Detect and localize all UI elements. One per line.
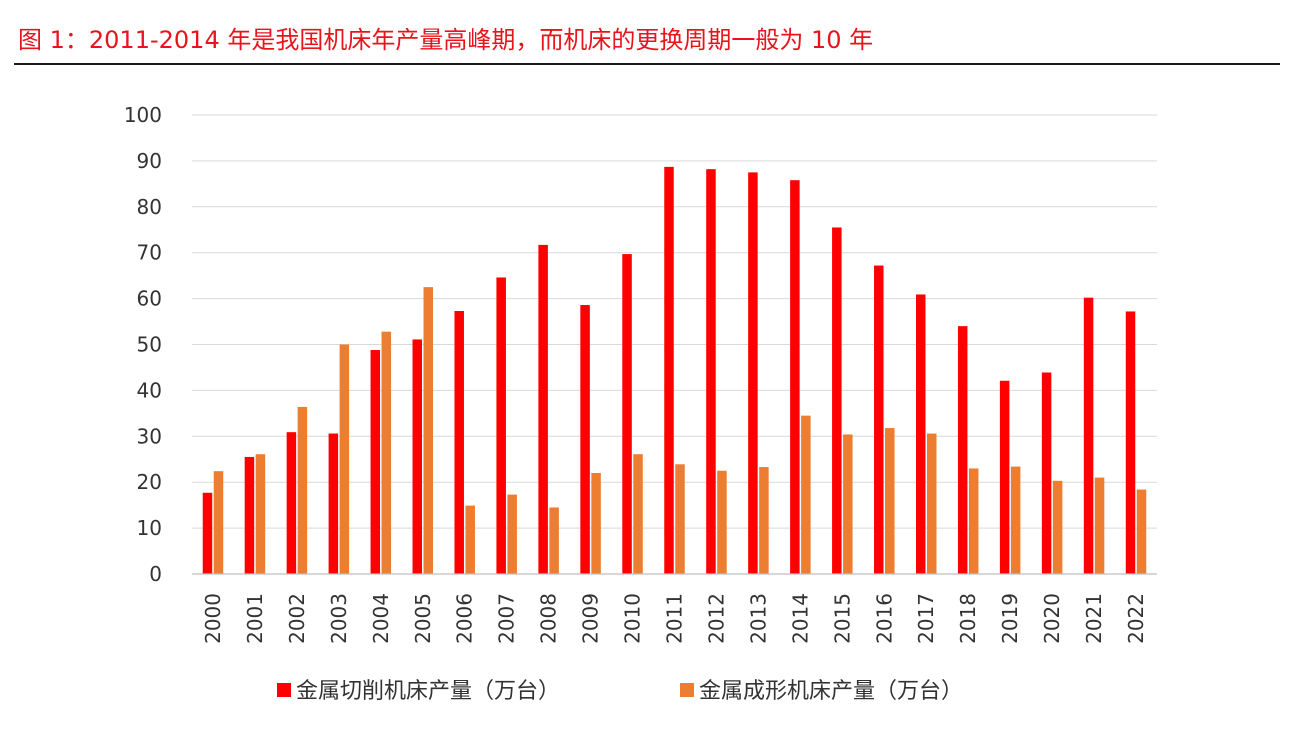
bar-forming-2002	[297, 406, 308, 574]
y-tick-label: 20	[137, 470, 162, 494]
y-tick-label: 30	[137, 424, 162, 448]
x-axis-ticks: 2000 2001 2002 2003 2004 2005 2006 2007 2008 2009…	[201, 593, 1148, 644]
legend-label-forming: 金属成形机床产量（万台）	[699, 679, 963, 704]
x-tick-label: 2020	[1040, 593, 1064, 644]
bar-forming-2012	[717, 470, 727, 574]
bar-cutting-2011	[664, 166, 674, 574]
bar-forming-2020	[1052, 480, 1063, 574]
y-tick-label: 60	[137, 287, 162, 311]
bar-forming-2013	[759, 467, 769, 574]
bar-forming-2016	[885, 428, 895, 574]
bar-cutting-2018	[957, 326, 968, 574]
x-tick-label: 2014	[788, 593, 812, 644]
bar-forming-2003	[339, 344, 350, 574]
x-tick-label: 2012	[704, 593, 728, 644]
x-tick-label: 2022	[1124, 593, 1148, 644]
bar-cutting-2022	[1125, 311, 1136, 574]
bar-cutting-2020	[1041, 372, 1052, 574]
bar-cutting-2016	[874, 265, 884, 574]
x-tick-label: 2015	[830, 593, 854, 644]
bar-cutting-2014	[790, 180, 800, 575]
y-tick-label: 40	[137, 378, 162, 402]
x-tick-label: 2021	[1082, 593, 1106, 644]
bar-cutting-2002	[286, 432, 297, 574]
bar-forming-2006	[465, 505, 475, 574]
x-tick-label: 2008	[537, 593, 561, 644]
y-tick-label: 70	[137, 241, 162, 265]
legend: 金属切削机床产量（万台） 金属成形机床产量（万台）	[277, 679, 963, 704]
bar-cutting-2001	[244, 456, 255, 574]
legend-swatch-cutting	[277, 683, 291, 697]
bar-cutting-2007	[496, 277, 506, 574]
x-tick-label: 2018	[956, 593, 980, 644]
y-tick-label: 10	[137, 516, 162, 540]
bar-forming-2015	[843, 434, 853, 574]
x-tick-label: 2009	[579, 593, 603, 644]
x-tick-label: 2007	[495, 593, 519, 644]
x-tick-label: 2016	[872, 593, 896, 644]
bar-cutting-2021	[1083, 297, 1094, 574]
bar-forming-2007	[507, 494, 517, 574]
bar-forming-2008	[549, 507, 559, 574]
bar-forming-2021	[1094, 477, 1105, 574]
x-tick-label: 2003	[327, 593, 351, 644]
y-axis-ticks: 0 10 20 30 40 50 60 70 80 90 100	[124, 103, 162, 586]
y-tick-label: 0	[149, 562, 162, 586]
bar-cutting-2009	[580, 305, 590, 574]
bar-forming-2000	[213, 471, 224, 574]
bar-forming-2001	[255, 454, 266, 574]
legend-label-cutting: 金属切削机床产量（万台）	[296, 679, 560, 704]
bar-cutting-2015	[832, 227, 842, 574]
bar-forming-2019	[1010, 466, 1021, 574]
title-divider	[14, 63, 1280, 65]
bar-cutting-2004	[370, 350, 381, 574]
bar-forming-2018	[968, 468, 979, 574]
x-tick-label: 2000	[201, 593, 225, 644]
bars	[202, 166, 1147, 575]
gridlines	[192, 114, 1157, 529]
bar-cutting-2005	[412, 339, 423, 574]
bar-forming-2011	[675, 464, 685, 574]
x-tick-label: 2001	[243, 593, 267, 644]
bar-cutting-2008	[538, 244, 548, 574]
bar-cutting-2013	[748, 172, 758, 574]
y-tick-label: 90	[137, 149, 162, 173]
bar-cutting-2006	[454, 310, 464, 574]
bar-cutting-2017	[915, 294, 926, 574]
bar-forming-2014	[801, 415, 811, 574]
x-tick-label: 2011	[663, 593, 687, 644]
bar-forming-2022	[1136, 489, 1147, 574]
x-tick-label: 2019	[998, 593, 1022, 644]
y-tick-label: 100	[124, 103, 162, 127]
bar-cutting-2019	[999, 380, 1010, 574]
y-tick-label: 50	[137, 333, 162, 357]
x-tick-label: 2010	[621, 593, 645, 644]
bar-forming-2010	[633, 454, 643, 574]
bar-forming-2005	[423, 287, 434, 574]
x-tick-label: 2017	[914, 593, 938, 644]
y-tick-label: 80	[137, 195, 162, 219]
bar-cutting-2000	[202, 492, 213, 574]
legend-swatch-forming	[680, 683, 694, 697]
x-tick-label: 2006	[453, 593, 477, 644]
bar-forming-2004	[381, 331, 392, 574]
bar-forming-2009	[591, 473, 601, 574]
bar-cutting-2003	[328, 433, 339, 574]
x-tick-label: 2002	[285, 593, 309, 644]
bar-cutting-2012	[706, 169, 716, 575]
bar-cutting-2010	[622, 254, 632, 574]
x-tick-label: 2004	[369, 593, 393, 644]
x-tick-label: 2005	[411, 593, 435, 644]
x-tick-label: 2013	[746, 593, 770, 644]
bar-forming-2017	[926, 433, 937, 574]
figure-title: 图 1：2011-2014 年是我国机床年产量高峰期，而机床的更换周期一般为 1…	[18, 26, 874, 54]
